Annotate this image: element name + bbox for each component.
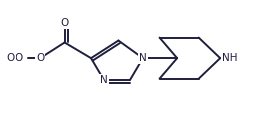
Text: O: O — [36, 53, 44, 63]
Text: N: N — [100, 75, 108, 85]
Text: N: N — [139, 53, 147, 63]
Text: NH: NH — [222, 53, 238, 63]
Text: O: O — [14, 53, 23, 63]
Text: O: O — [60, 18, 69, 28]
Text: O: O — [7, 53, 15, 63]
